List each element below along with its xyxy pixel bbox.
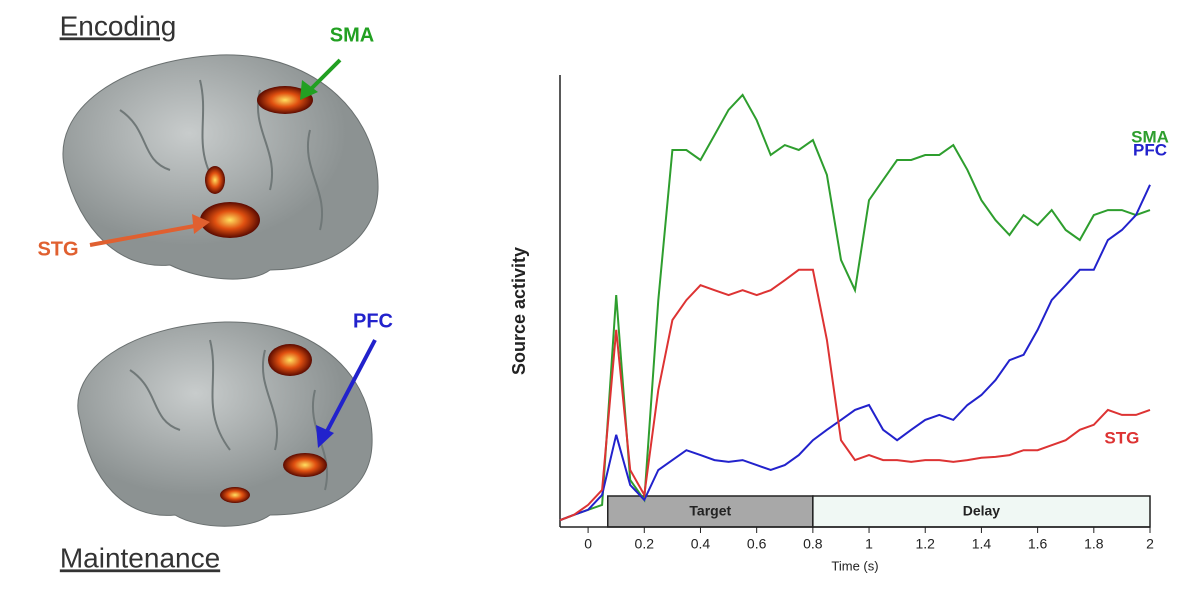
region-label: SMA bbox=[330, 24, 374, 46]
x-tick-label: 0.4 bbox=[691, 536, 711, 552]
region-label: STG bbox=[37, 238, 78, 260]
x-tick-label: 0 bbox=[584, 536, 592, 552]
period-label: Delay bbox=[963, 503, 1001, 519]
x-tick-label: 0.2 bbox=[635, 536, 655, 552]
line-chart: Target Delay 0 0.2 0.4 0.6 0.8 1 1.2 1.4 1.6 1.8 2 Ti… bbox=[509, 75, 1169, 573]
y-axis-label: Source activity bbox=[509, 247, 529, 375]
period-label: Target bbox=[689, 503, 731, 519]
x-tick-label: 1.6 bbox=[1028, 536, 1048, 552]
series-label: STG bbox=[1104, 428, 1139, 447]
region-label: PFC bbox=[353, 310, 393, 332]
x-tick-label: 1.2 bbox=[916, 536, 936, 552]
x-tick-label: 1.8 bbox=[1084, 536, 1104, 552]
panel-title: Maintenance bbox=[60, 542, 220, 573]
figure: Encoding SMA STG PFC Maintenance Target D… bbox=[0, 0, 1196, 585]
x-axis-label: Time (s) bbox=[831, 558, 878, 573]
x-tick-label: 2 bbox=[1146, 536, 1154, 552]
series-line bbox=[560, 270, 1150, 520]
x-tick-label: 0.8 bbox=[803, 536, 823, 552]
panel-title: Encoding bbox=[60, 10, 177, 41]
x-tick-label: 1 bbox=[865, 536, 873, 552]
brain-maintenance bbox=[78, 322, 375, 526]
series-label: PFC bbox=[1133, 140, 1167, 159]
x-tick-label: 0.6 bbox=[747, 536, 767, 552]
brain-encoding bbox=[63, 55, 378, 279]
x-tick-label: 1.4 bbox=[972, 536, 992, 552]
